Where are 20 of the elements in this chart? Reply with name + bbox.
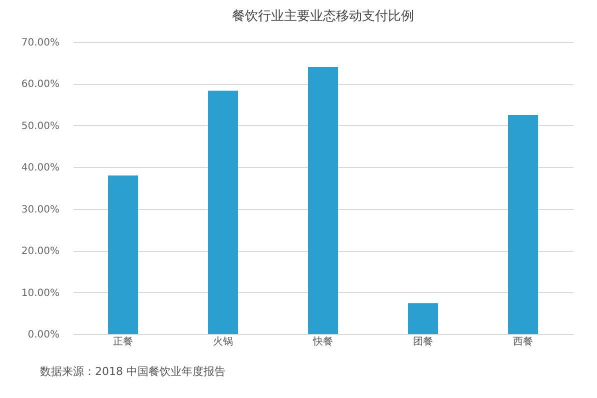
bar — [108, 175, 138, 334]
bar — [308, 67, 338, 334]
y-tick-label: 40.00% — [21, 162, 60, 174]
y-tick-label: 70.00% — [21, 38, 60, 48]
x-tick-label: 西餐 — [513, 336, 533, 348]
bar — [408, 303, 438, 334]
y-tick-label: 30.00% — [21, 204, 60, 216]
source-note: 数据来源：2018 中国餐饮业年度报告 — [40, 364, 226, 379]
y-tick-label: 50.00% — [21, 120, 60, 132]
chart-title: 餐饮行业主要业态移动支付比例 — [232, 8, 414, 24]
y-tick-label: 10.00% — [21, 288, 60, 299]
x-tick-label: 正餐 — [113, 336, 133, 348]
x-tick-label: 火锅 — [213, 336, 233, 348]
y-tick-label: 60.00% — [21, 79, 60, 90]
y-tick-label: 20.00% — [21, 246, 60, 258]
x-tick-label: 团餐 — [413, 336, 433, 348]
y-tick-label: 0.00% — [28, 330, 60, 340]
x-tick-label: 快餐 — [312, 336, 333, 348]
bar — [208, 90, 238, 334]
bar — [508, 115, 538, 334]
